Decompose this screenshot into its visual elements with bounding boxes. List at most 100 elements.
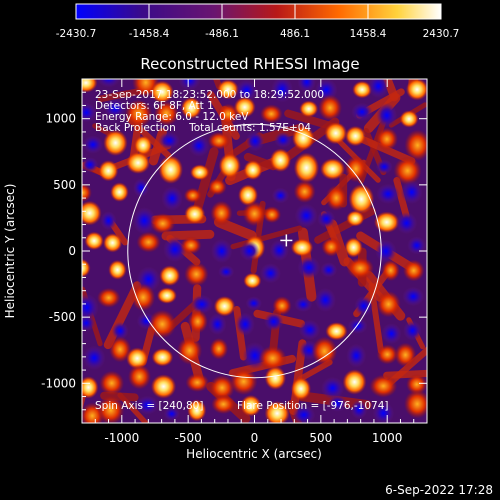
pattern-spot [402,286,425,307]
pattern-spot [311,336,338,366]
pattern-spot [346,210,365,227]
x-tick-label: 1000 [372,431,403,445]
pattern-spot [381,323,402,345]
pattern-spot [272,296,292,316]
pattern-spot [233,96,256,118]
pattern-spot [327,394,348,412]
pattern-spot [375,159,393,175]
pattern-spot [376,183,400,205]
pattern-ridge [393,177,410,219]
pattern-spot [211,394,236,415]
pattern-spot [126,347,149,370]
pattern-spot [82,200,102,226]
pattern-spot [158,131,180,150]
pattern-spot [82,376,99,399]
pattern-spot [294,203,318,228]
pattern-spot [178,79,201,91]
pattern-spot [190,294,214,314]
pattern-spot [235,79,258,102]
pattern-spot [97,395,125,423]
pattern-ridge [191,147,219,219]
pattern-spot [297,79,316,93]
pattern-spot [264,400,290,423]
pattern-spot [271,187,290,204]
pattern-spot [347,317,368,334]
annotation-time-range: 23-Sep-2017 18:23:52.000 to 18:29:52.000 [95,89,324,101]
pattern-spot [381,259,400,282]
y-tick-label: 1000 [45,112,76,126]
pattern-spot [376,103,398,128]
pattern-spot [348,184,375,215]
pattern-spot [97,79,121,88]
pattern-spot [238,184,259,207]
colorbar-tick-label: 2430.7 [423,28,460,40]
colorbar-tick-label: 486.1 [280,28,310,40]
pattern-spot [82,258,91,278]
pattern-spot [184,261,209,287]
y-tick-label: -1000 [41,376,76,390]
pattern-spot [207,131,231,150]
pattern-spot [269,148,292,172]
pattern-spot [271,79,294,103]
pattern-spot [404,389,427,419]
image-pattern [82,79,427,423]
pattern-spot [126,151,151,174]
pattern-ridge [161,229,215,241]
pattern-spot [136,231,161,253]
pattern-spot [150,213,176,234]
pattern-spot [209,375,235,401]
footer-date: 6-Sep-2022 17:28 [385,483,493,497]
pattern-spot [293,152,320,184]
pattern-spot [297,256,321,279]
pattern-spot [235,312,255,336]
pattern-spot [151,348,174,367]
colorbar-ticks: -2430.7 -1458.4 -486.1 486.1 1458.4 2430.7 [56,4,460,40]
pattern-spot [294,296,313,312]
pattern-spot [98,160,119,182]
pattern-spot [399,110,419,128]
pattern-spot [264,312,284,331]
x-axis-label: Heliocentric X (arcsec) [186,447,322,461]
pattern-spot [217,79,239,100]
pattern-spot [260,263,282,284]
pattern-spot [82,314,96,332]
annotation-spin-axis: Spin Axis = [240,80] [95,400,203,412]
pattern-spot [132,207,156,235]
pattern-spot [154,100,179,126]
pattern-spot [269,239,289,261]
pattern-spot [314,287,337,312]
pattern-spot [103,129,128,157]
pattern-spot [163,406,180,421]
colorbar-tick-label: -2430.7 [56,28,97,40]
pattern-spot [325,185,348,211]
axis-ticks: -1000 -500 0 500 1000 1000 500 0 -500 -1000 [41,79,427,445]
pattern-spot [97,287,121,308]
pattern-spot [111,321,129,340]
pattern-spot [344,237,363,258]
pattern-spot [183,187,202,204]
pattern-spot [188,134,210,157]
plot-title: Reconstructed RHESSI Image [140,55,359,73]
pattern-spot [299,319,321,340]
pattern-spot [184,204,206,224]
pattern-spot [190,164,210,181]
pattern-spot [187,309,208,334]
pattern-spot [259,104,283,124]
pattern-spot [100,211,117,231]
pattern-spot [159,265,181,286]
pattern-spot [245,131,265,152]
pattern-spot [354,295,374,316]
pattern-core [239,241,260,261]
pattern-spot [321,376,345,400]
colorbar: -2430.7 -1458.4 -486.1 486.1 1458.4 2430.7 [56,3,460,40]
pattern-spot [290,238,314,257]
pattern-spot [373,211,400,233]
pattern-spot [218,153,241,179]
pattern-spot [240,394,262,417]
pattern-spot [158,155,184,184]
pattern-spot [369,374,398,398]
colorbar-tick-label: -1458.4 [129,28,170,40]
pattern-spot [136,395,159,415]
pattern-spot [376,344,399,365]
x-tick-label: 500 [309,431,332,445]
